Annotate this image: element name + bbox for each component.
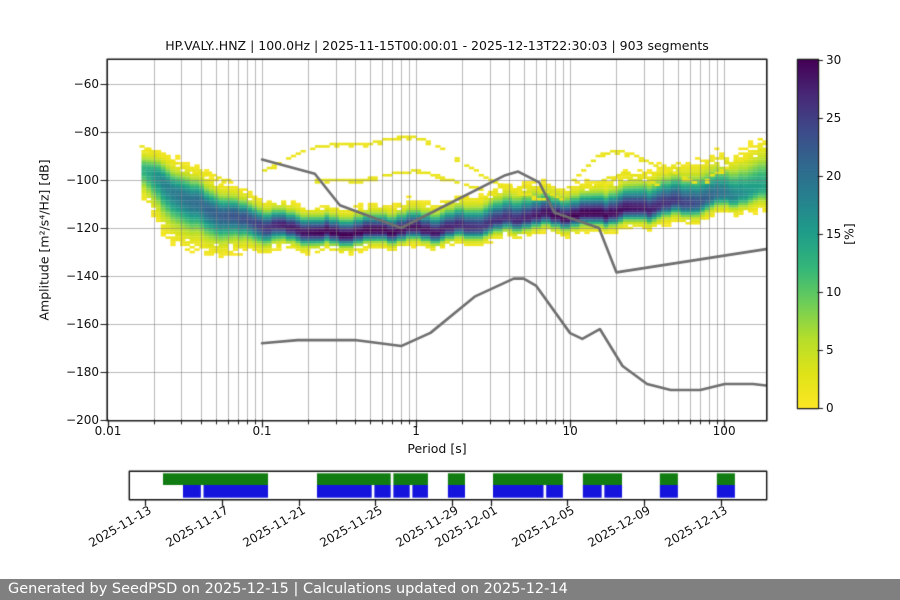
x-tick-label: 0.01 bbox=[94, 424, 122, 438]
colorbar-tick-label: 15 bbox=[826, 226, 842, 241]
colorbar-label: [%] bbox=[841, 223, 857, 245]
colorbar bbox=[798, 60, 818, 408]
x-tick-label: 100 bbox=[712, 424, 736, 438]
colorbar-tick-label: 20 bbox=[826, 168, 842, 183]
y-tick-label: −200 bbox=[66, 412, 99, 427]
colorbar-tick-label: 10 bbox=[826, 284, 842, 299]
y-tick-label: −120 bbox=[66, 220, 99, 235]
x-tick-label: 1 bbox=[412, 424, 420, 438]
colorbar-tick-label: 0 bbox=[826, 400, 834, 415]
y-tick-label: −80 bbox=[73, 124, 99, 139]
footer-text: Generated by SeedPSD on 2025-12-15 | Cal… bbox=[8, 581, 568, 597]
footer-bar: Generated by SeedPSD on 2025-12-15 | Cal… bbox=[0, 579, 900, 600]
timeline-box bbox=[130, 472, 766, 499]
y-tick-label: −60 bbox=[73, 76, 99, 91]
plot-area bbox=[108, 60, 766, 420]
page-title: HP.VALY..HNZ | 100.0Hz | 2025-11-15T00:0… bbox=[165, 38, 709, 53]
y-tick-label: −160 bbox=[66, 316, 99, 331]
y-tick-label: −100 bbox=[66, 172, 99, 187]
x-tick-label: 10 bbox=[562, 424, 578, 438]
colorbar-tick-label: 30 bbox=[826, 52, 842, 67]
y-tick-label: −140 bbox=[66, 268, 99, 283]
x-tick-label: 0.1 bbox=[252, 424, 272, 438]
x-axis-label: Period [s] bbox=[407, 441, 467, 456]
colorbar-tick-label: 5 bbox=[826, 342, 834, 357]
colorbar-tick-label: 25 bbox=[826, 110, 842, 125]
y-tick-label: −180 bbox=[66, 364, 99, 379]
